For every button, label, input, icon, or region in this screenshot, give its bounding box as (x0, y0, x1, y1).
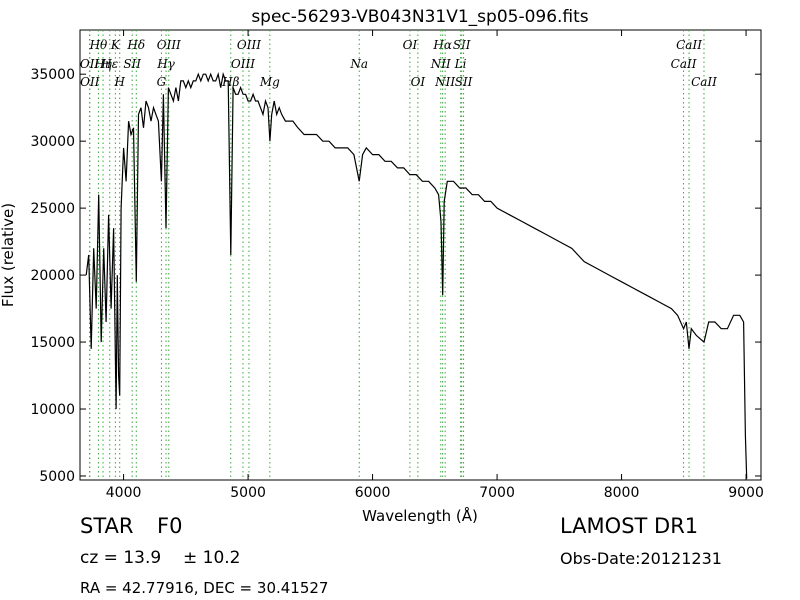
y-tick-label: 30000 (30, 134, 75, 150)
spectral-line-label: K (110, 38, 121, 52)
y-tick-label: 25000 (30, 201, 75, 217)
spectral-line-label: G (157, 75, 167, 89)
spectral-line-label: SII (455, 75, 473, 89)
spectral-line-label: Hβ (221, 75, 239, 89)
spectral-line-label: Li (454, 57, 467, 71)
spectral-line-label: OII (80, 57, 100, 71)
survey-name: LAMOST DR1 (560, 514, 699, 538)
chart-title: spec-56293-VB043N31V1_sp05-096.fits (251, 7, 588, 27)
spectral-line-label: SII (453, 38, 471, 52)
spectral-line-label: OIII (237, 38, 261, 52)
spectral-line-label: Mg (259, 75, 280, 89)
spectral-line-label: CaII (671, 57, 697, 71)
y-tick-label: 35000 (30, 67, 75, 83)
plot-area (79, 29, 762, 481)
spectral-line-label: Hη (93, 57, 112, 71)
x-tick-label: 4000 (106, 485, 142, 501)
spectral-line-label: OII (80, 75, 100, 89)
spectral-line-label: NII (434, 75, 455, 89)
spectral-line-label: SII (123, 57, 141, 71)
y-tick-label: 20000 (30, 268, 75, 284)
cz-value: cz = 13.9 (80, 548, 162, 568)
x-tick-label: 9000 (728, 485, 764, 501)
x-tick-label: 5000 (230, 485, 266, 501)
spectral-line-label: OI (411, 75, 426, 89)
x-axis-label: Wavelength (Å) (362, 506, 478, 525)
axis-ticks-layer: 4000 5000 6000 7000 8000 9000 5000 10000 15000 20… (30, 30, 764, 501)
spectral-line-label: Hε (100, 57, 118, 71)
class-label: STAR (80, 514, 134, 538)
y-tick-label: 5000 (39, 469, 75, 485)
y-axis-label: Flux (relative) (0, 203, 17, 307)
spectral-line-label: Na (349, 57, 368, 71)
coordinates: RA = 42.77916, DEC = 30.41527 (80, 579, 329, 597)
spectral-line-label: CaII (691, 75, 717, 89)
obs-date: Obs-Date:20121231 (560, 549, 722, 568)
spectral-line-label: OI (403, 38, 418, 52)
x-tick-label: 7000 (479, 485, 515, 501)
subclass-label: F0 (157, 514, 183, 538)
x-tick-label: 8000 (604, 485, 640, 501)
spectrum-line (85, 71, 748, 479)
spectral-line-label: H (113, 75, 125, 89)
spectral-line-label: OIII (157, 38, 181, 52)
spectral-line-label: Hθ (89, 38, 108, 52)
spectral-line-label: Hα (432, 38, 452, 52)
y-tick-label: 10000 (30, 402, 75, 418)
x-tick-label: 6000 (355, 485, 391, 501)
spectral-line-label: NII (430, 57, 451, 71)
cz-error: ± 10.2 (183, 548, 241, 568)
spectral-line-label: CaII (676, 38, 702, 52)
spectral-line-label: OIII (231, 57, 255, 71)
spectral-line-label: Hγ (156, 57, 175, 71)
y-tick-label: 15000 (30, 335, 75, 351)
spectral-line-label: Hδ (126, 38, 145, 52)
